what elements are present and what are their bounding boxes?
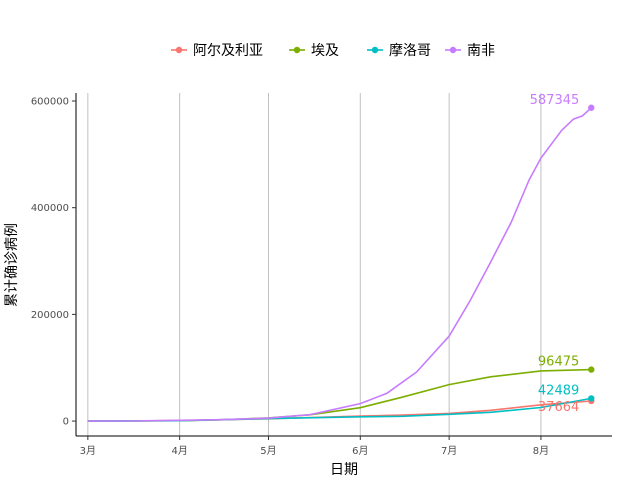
- series-end-label: 96475: [538, 355, 579, 370]
- series-end-point: [588, 395, 595, 402]
- series-line: [87, 107, 592, 422]
- x-axis-title: 日期: [330, 462, 358, 478]
- legend-label: 阿尔及利亚: [193, 43, 263, 59]
- series-end-label: 37664: [538, 400, 579, 415]
- legend-key-point: [293, 46, 301, 54]
- series-line: [87, 397, 592, 422]
- x-tick-label: 8月: [533, 445, 549, 457]
- series-end-label: 42489: [538, 383, 579, 398]
- series-end-point: [588, 366, 595, 373]
- legend-item: 埃及: [289, 43, 339, 59]
- legend-key-point: [449, 46, 457, 54]
- legend-item: 阿尔及利亚: [171, 43, 263, 59]
- legend-label: 南非: [467, 43, 495, 59]
- end-points: [588, 104, 595, 405]
- x-tick-label: 5月: [260, 445, 276, 457]
- y-tick-label: 0: [63, 417, 69, 428]
- legend: 阿尔及利亚 埃及 摩洛哥 南非: [171, 42, 495, 59]
- series-lines: [87, 107, 592, 422]
- y-tick-label: 200000: [31, 310, 69, 321]
- x-axis-ticks: 3月 4月 5月 6月 7月 8月: [80, 436, 549, 457]
- legend-key-point: [371, 46, 379, 54]
- end-labels: 37664 96475 42489 587345: [530, 93, 580, 415]
- legend-item: 南非: [445, 43, 495, 59]
- legend-key-point: [175, 46, 183, 54]
- series-line: [87, 368, 592, 422]
- x-tick-label: 7月: [441, 445, 457, 457]
- series-end-label: 587345: [530, 93, 580, 108]
- grid-lines: [87, 93, 542, 436]
- series-end-point: [588, 104, 595, 111]
- legend-label: 摩洛哥: [389, 42, 431, 59]
- x-tick-label: 4月: [171, 445, 187, 457]
- y-tick-label: 400000: [31, 203, 69, 214]
- legend-label: 埃及: [311, 43, 339, 59]
- y-axis-title: 累计确诊病例: [4, 223, 20, 307]
- y-axis-ticks: 0 200000 400000 600000: [31, 97, 76, 428]
- y-tick-label: 600000: [31, 97, 69, 108]
- x-tick-label: 6月: [352, 445, 368, 457]
- x-tick-label: 3月: [80, 445, 96, 457]
- axes: [75, 93, 612, 437]
- legend-item: 摩洛哥: [367, 42, 431, 59]
